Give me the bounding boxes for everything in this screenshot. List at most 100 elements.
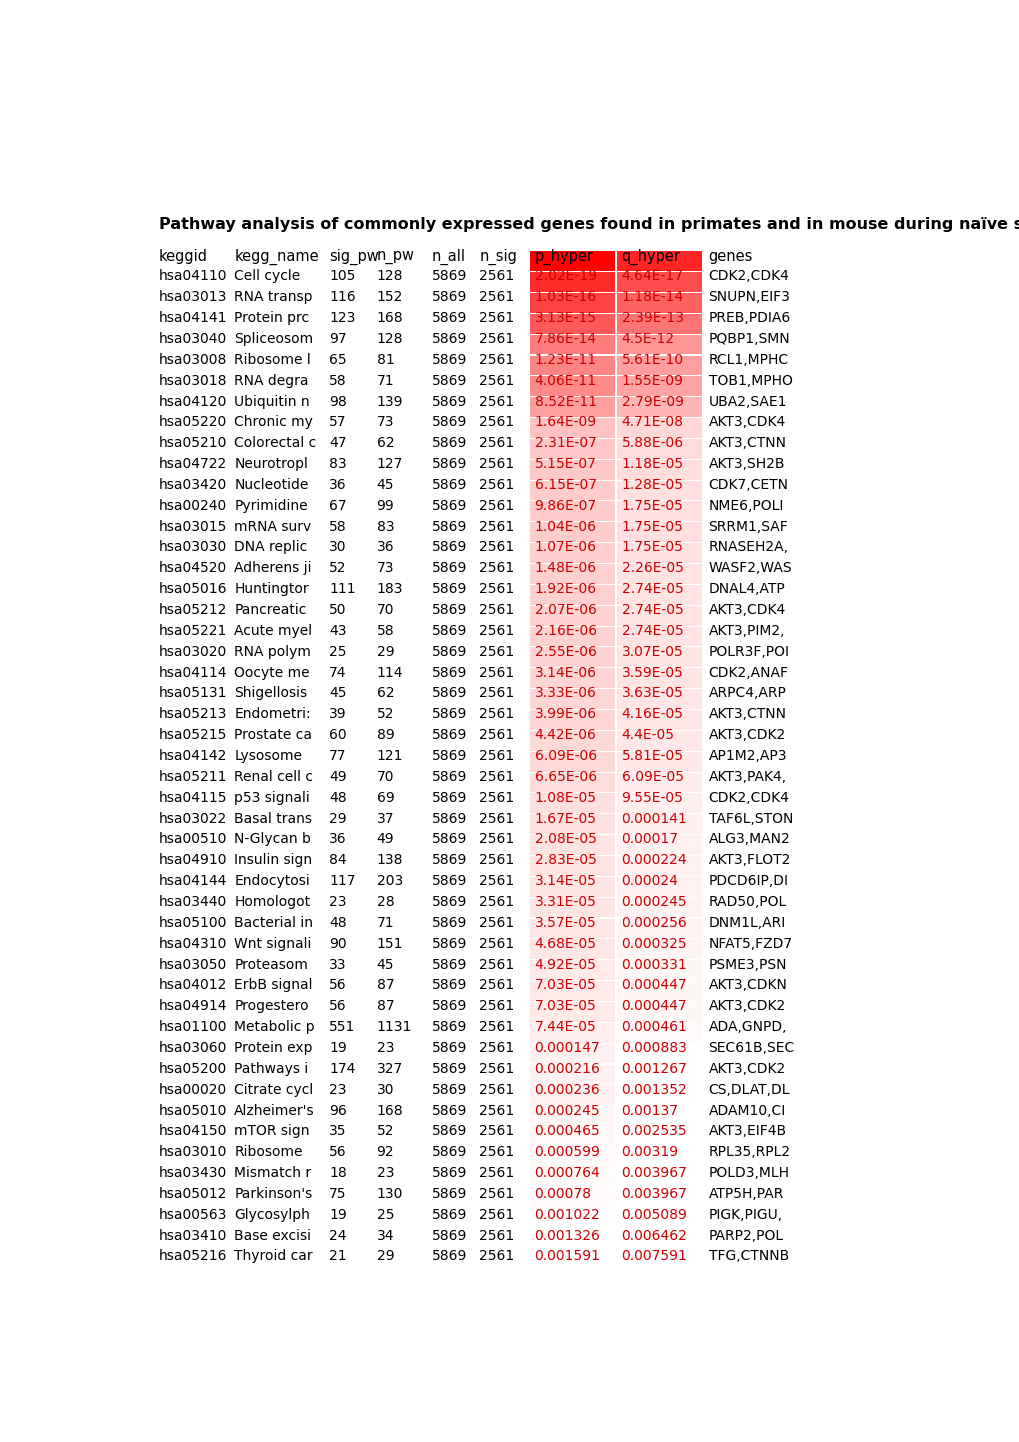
Text: 2561: 2561: [479, 1145, 514, 1159]
Bar: [616, 835, 701, 855]
Text: 50: 50: [329, 603, 346, 617]
Bar: [616, 397, 701, 417]
Text: 25: 25: [329, 645, 346, 659]
Text: 5869: 5869: [431, 770, 467, 784]
Text: hsa03030: hsa03030: [159, 541, 227, 555]
Text: 2561: 2561: [479, 770, 514, 784]
Text: 105: 105: [329, 270, 355, 284]
Text: 1.92E-06: 1.92E-06: [534, 583, 596, 596]
Text: 4.64E-17: 4.64E-17: [621, 270, 683, 284]
Text: 5.88E-06: 5.88E-06: [621, 437, 683, 450]
Text: NFAT5,FZD7: NFAT5,FZD7: [708, 937, 792, 950]
Text: 2.83E-05: 2.83E-05: [534, 854, 596, 867]
Text: 1.07E-06: 1.07E-06: [534, 541, 596, 555]
Text: 4.4E-05: 4.4E-05: [621, 728, 674, 743]
Text: 3.07E-05: 3.07E-05: [621, 645, 683, 659]
Text: 2561: 2561: [479, 1187, 514, 1201]
Text: Parkinson's: Parkinson's: [234, 1187, 312, 1201]
Text: Proteasom: Proteasom: [234, 957, 308, 972]
Bar: [529, 251, 614, 271]
Text: PIGK,PIGU,: PIGK,PIGU,: [708, 1208, 782, 1221]
Text: AKT3,EIF4B: AKT3,EIF4B: [708, 1125, 786, 1138]
Text: Spliceosom: Spliceosom: [234, 332, 313, 346]
Text: 56: 56: [329, 1145, 346, 1159]
Bar: [616, 522, 701, 542]
Text: 2561: 2561: [479, 832, 514, 846]
Text: 92: 92: [376, 1145, 393, 1159]
Text: AP1M2,AP3: AP1M2,AP3: [708, 748, 787, 763]
Text: 1.04E-06: 1.04E-06: [534, 519, 596, 534]
Text: 49: 49: [329, 770, 346, 784]
Text: mTOR sign: mTOR sign: [234, 1125, 310, 1138]
Text: Shigellosis: Shigellosis: [234, 686, 307, 701]
Text: 49: 49: [376, 832, 393, 846]
Text: 87: 87: [376, 999, 393, 1014]
Text: 97: 97: [329, 332, 346, 346]
Text: CDK2,CDK4: CDK2,CDK4: [708, 270, 789, 284]
Text: 73: 73: [376, 415, 393, 430]
Text: hsa04910: hsa04910: [159, 854, 227, 867]
Text: hsa04114: hsa04114: [159, 666, 227, 679]
Text: 0.000465: 0.000465: [534, 1125, 600, 1138]
Text: 2561: 2561: [479, 1061, 514, 1076]
Text: 0.000141: 0.000141: [621, 812, 687, 826]
Text: 1.23E-11: 1.23E-11: [534, 353, 596, 366]
Bar: [616, 273, 701, 291]
Text: 19: 19: [329, 1208, 346, 1221]
Text: 5869: 5869: [431, 519, 467, 534]
Text: hsa03018: hsa03018: [159, 373, 227, 388]
Text: 23: 23: [329, 1083, 346, 1097]
Text: 2561: 2561: [479, 1167, 514, 1180]
Bar: [616, 1002, 701, 1022]
Text: 2561: 2561: [479, 603, 514, 617]
Text: 71: 71: [376, 373, 393, 388]
Text: 2561: 2561: [479, 311, 514, 324]
Bar: [616, 1106, 701, 1126]
Text: 29: 29: [376, 1249, 393, 1263]
Bar: [529, 835, 614, 855]
Text: 75: 75: [329, 1187, 346, 1201]
Text: 5869: 5869: [431, 332, 467, 346]
Text: RCL1,MPHC: RCL1,MPHC: [708, 353, 788, 366]
Text: hsa05216: hsa05216: [159, 1249, 227, 1263]
Text: 5869: 5869: [431, 1145, 467, 1159]
Text: Ubiquitin n: Ubiquitin n: [234, 395, 310, 408]
Text: AKT3,CDK2: AKT3,CDK2: [708, 1061, 785, 1076]
Text: 4.42E-06: 4.42E-06: [534, 728, 596, 743]
Text: 5.61E-10: 5.61E-10: [621, 353, 683, 366]
Text: 2561: 2561: [479, 561, 514, 575]
Text: 3.59E-05: 3.59E-05: [621, 666, 683, 679]
Text: 2561: 2561: [479, 895, 514, 908]
Text: AKT3,CDK2: AKT3,CDK2: [708, 728, 785, 743]
Text: 56: 56: [329, 978, 346, 992]
Text: AKT3,CDK4: AKT3,CDK4: [708, 415, 785, 430]
Text: 5869: 5869: [431, 916, 467, 930]
Text: 1.18E-05: 1.18E-05: [621, 457, 683, 472]
Text: 5869: 5869: [431, 832, 467, 846]
Text: Neurotropl: Neurotropl: [234, 457, 308, 472]
Text: 2561: 2561: [479, 957, 514, 972]
Text: 5869: 5869: [431, 1061, 467, 1076]
Text: 3.57E-05: 3.57E-05: [534, 916, 596, 930]
Text: WASF2,WAS: WASF2,WAS: [708, 561, 792, 575]
Text: 2.02E-19: 2.02E-19: [534, 270, 596, 284]
Bar: [529, 293, 614, 313]
Text: 5869: 5869: [431, 1083, 467, 1097]
Text: ADAM10,CI: ADAM10,CI: [708, 1103, 785, 1118]
Text: 36: 36: [329, 832, 346, 846]
Bar: [529, 898, 614, 917]
Text: 1131: 1131: [376, 1019, 412, 1034]
Text: 5869: 5869: [431, 686, 467, 701]
Text: hsa03010: hsa03010: [159, 1145, 227, 1159]
Text: 114: 114: [376, 666, 403, 679]
Bar: [529, 793, 614, 813]
Text: 96: 96: [329, 1103, 346, 1118]
Bar: [529, 480, 614, 500]
Text: 2561: 2561: [479, 457, 514, 472]
Text: 3.31E-05: 3.31E-05: [534, 895, 596, 908]
Text: N-Glycan b: N-Glycan b: [234, 832, 311, 846]
Text: 116: 116: [329, 290, 356, 304]
Text: 2561: 2561: [479, 1083, 514, 1097]
Text: 130: 130: [376, 1187, 403, 1201]
Text: hsa03440: hsa03440: [159, 895, 227, 908]
